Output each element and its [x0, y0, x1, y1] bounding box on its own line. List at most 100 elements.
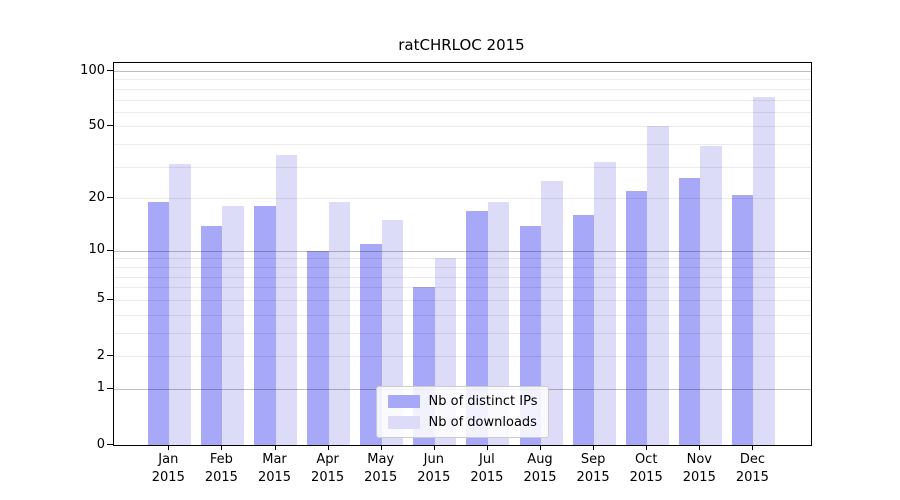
- chart-title: ratCHRLOC 2015: [398, 36, 525, 54]
- bar-dec-ips: [731, 194, 754, 445]
- gridline-minor-90: [114, 79, 811, 81]
- gridline-minor-30: [114, 166, 811, 168]
- x-tick-mark-may: [380, 445, 382, 450]
- x-tick-mark-aug: [540, 445, 541, 450]
- x-tick-label-month: Dec: [739, 452, 765, 467]
- x-tick-label-jan: Jan 2015: [138, 451, 198, 487]
- x-tick-label-may: May 2015: [351, 451, 411, 487]
- bar-sep-downloads: [594, 161, 616, 445]
- y-tick-label-5: 5: [96, 291, 105, 307]
- gridline-major-100: [114, 71, 811, 72]
- x-tick-mark-sep: [593, 445, 595, 450]
- legend: Nb of distinct IPs Nb of downloads: [375, 386, 550, 438]
- y-tick-mark-20: [107, 197, 113, 199]
- bar-nov-ips: [678, 177, 701, 445]
- x-tick-label-year: 2015: [311, 470, 345, 485]
- x-tick-label-nov: Nov 2015: [669, 451, 729, 487]
- x-tick-mark-feb: [221, 445, 223, 450]
- gridline-minor-7: [114, 276, 811, 278]
- y-tick-mark-0: [107, 444, 113, 445]
- x-tick-label-year: 2015: [735, 470, 769, 485]
- x-tick-label-month: Jul: [479, 452, 495, 467]
- x-tick-label-dec: Dec 2015: [722, 451, 782, 487]
- bar-jan-downloads: [169, 164, 191, 445]
- x-tick-label-oct: Oct 2015: [616, 451, 676, 487]
- x-tick-label-year: 2015: [682, 470, 716, 485]
- gridline-minor-5: [114, 299, 811, 301]
- bar-aug-downloads: [541, 181, 563, 445]
- y-tick-mark-100: [107, 70, 113, 71]
- y-tick-label-50: 50: [88, 117, 105, 133]
- gridline-minor-9: [114, 258, 811, 260]
- bar-oct-ips: [625, 190, 648, 445]
- x-tick-label-year: 2015: [204, 470, 238, 485]
- y-tick-label-100: 100: [80, 62, 105, 78]
- y-tick-label-20: 20: [88, 189, 105, 205]
- y-tick-label-10: 10: [88, 242, 105, 258]
- x-tick-mark-apr: [327, 445, 329, 450]
- legend-label-downloads: Nb of downloads: [428, 415, 537, 430]
- legend-label-distinct-ips: Nb of distinct IPs: [428, 394, 538, 409]
- x-tick-label-month: May: [367, 452, 395, 467]
- x-tick-label-month: Apr: [316, 452, 339, 467]
- x-tick-label-jun: Jun 2015: [404, 451, 464, 487]
- legend-swatch-distinct-ips: [387, 395, 420, 408]
- x-tick-label-month: Sep: [580, 452, 606, 467]
- x-tick-label-month: Jun: [423, 452, 444, 467]
- gridline-minor-6: [114, 287, 811, 289]
- x-tick-mark-oct: [646, 445, 648, 450]
- gridline-minor-40: [114, 144, 811, 146]
- legend-item-downloads: Nb of downloads: [387, 415, 538, 430]
- x-tick-label-year: 2015: [151, 470, 185, 485]
- gridline-minor-4: [114, 314, 811, 316]
- bar-jul-downloads: [487, 202, 510, 445]
- x-tick-label-month: Nov: [686, 452, 712, 467]
- x-tick-label-month: Aug: [527, 452, 553, 467]
- x-tick-label-mar: Mar 2015: [245, 451, 305, 487]
- x-tick-mark-nov: [699, 445, 701, 450]
- x-tick-mark-dec: [752, 445, 754, 450]
- y-tick-mark-50: [107, 125, 113, 127]
- x-tick-label-aug: Aug 2015: [510, 451, 570, 487]
- x-tick-label-month: Feb: [209, 452, 233, 467]
- legend-item-distinct-ips: Nb of distinct IPs: [387, 394, 538, 409]
- x-tick-label-jul: Jul 2015: [457, 451, 517, 487]
- y-tick-mark-5: [107, 298, 113, 300]
- gridline-minor-50: [114, 126, 811, 128]
- gridline-minor-60: [114, 111, 811, 113]
- x-tick-mark-jul: [486, 445, 488, 450]
- x-tick-label-sep: Sep 2015: [563, 451, 623, 487]
- x-tick-label-month: Oct: [634, 452, 658, 467]
- gridline-minor-20: [114, 198, 811, 200]
- y-tick-label-2: 2: [96, 347, 105, 363]
- gridline-minor-3: [114, 332, 811, 334]
- bar-feb-ips: [200, 225, 223, 445]
- x-tick-label-month: Mar: [262, 452, 287, 467]
- y-tick-mark-2: [107, 355, 113, 356]
- bar-mar-ips: [254, 206, 276, 445]
- x-tick-label-year: 2015: [576, 470, 610, 485]
- x-tick-mark-jan: [168, 445, 170, 450]
- gridline-major-10: [114, 250, 811, 252]
- x-tick-label-month: Jan: [158, 452, 179, 467]
- bar-apr-downloads: [328, 202, 351, 445]
- bar-sep-ips: [572, 215, 595, 445]
- x-tick-mark-mar: [274, 445, 276, 450]
- bar-apr-ips: [307, 250, 329, 445]
- gridline-minor-70: [114, 99, 811, 101]
- legend-swatch-downloads: [387, 416, 420, 429]
- bar-oct-downloads: [647, 126, 669, 445]
- bar-feb-downloads: [222, 206, 244, 445]
- gridline-minor-8: [114, 266, 811, 268]
- x-tick-label-feb: Feb 2015: [191, 451, 251, 487]
- bar-nov-downloads: [700, 146, 722, 445]
- x-tick-label-year: 2015: [364, 470, 398, 485]
- y-tick-mark-10: [107, 249, 113, 251]
- gridline-minor-80: [114, 88, 811, 90]
- x-tick-label-year: 2015: [417, 470, 451, 485]
- plot-area: Nb of distinct IPs Nb of downloads: [113, 62, 812, 446]
- y-tick-label-0: 0: [96, 436, 105, 452]
- x-tick-label-year: 2015: [470, 470, 504, 485]
- bar-mar-downloads: [275, 154, 297, 445]
